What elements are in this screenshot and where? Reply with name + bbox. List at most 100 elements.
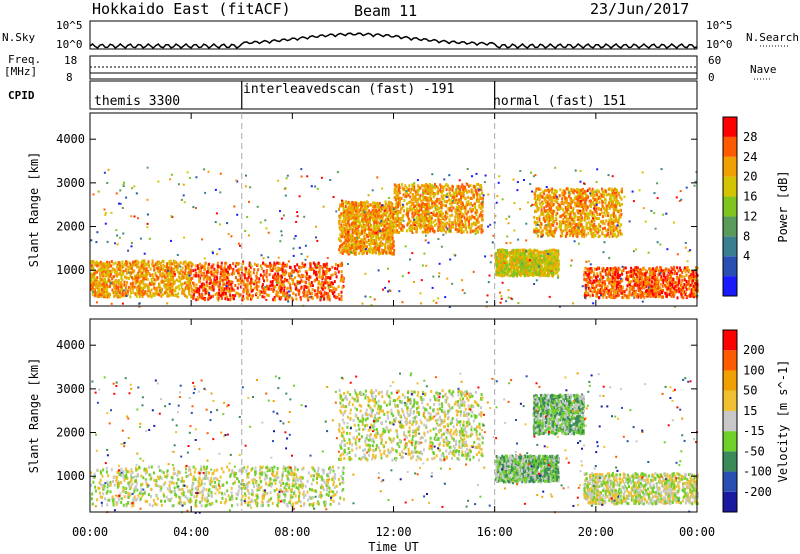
power-cell (119, 261, 121, 265)
power-cell (345, 232, 348, 236)
power-cell (324, 286, 327, 290)
power-cell (363, 249, 366, 253)
power-cell (101, 266, 104, 269)
power-cell (269, 284, 272, 288)
power-cell (110, 272, 113, 276)
power-cell (291, 269, 294, 273)
power-cell (225, 283, 228, 287)
power-cell (329, 289, 331, 293)
power-cell (330, 285, 333, 288)
power-cell (195, 274, 197, 278)
power-cell (535, 249, 538, 253)
power-cell (180, 277, 183, 280)
power-cell (270, 287, 273, 291)
power-cell (269, 280, 272, 284)
power-cell (505, 249, 508, 253)
power-cell (459, 229, 462, 233)
power-cell (468, 222, 471, 226)
power-cell (207, 276, 210, 280)
power-cell (272, 264, 275, 268)
power-cell (213, 267, 216, 271)
power-cell (192, 269, 195, 273)
power-cell (232, 294, 234, 298)
power-cell (178, 263, 181, 267)
power-cell (141, 290, 144, 294)
power-cell (386, 227, 388, 231)
power-cell (473, 216, 476, 219)
power-cell (257, 268, 260, 272)
power-cell (308, 282, 311, 286)
power-cell (318, 275, 321, 279)
power-cell (366, 222, 369, 225)
power-cell (175, 260, 177, 264)
power-cell (246, 278, 249, 282)
power-cell (446, 215, 449, 219)
power-cell (152, 282, 155, 286)
power-cell (311, 292, 314, 295)
power-cell (278, 262, 281, 266)
power-cell (359, 240, 362, 244)
power-cell (96, 262, 99, 266)
power-cell (227, 267, 230, 271)
power-cell (259, 273, 262, 277)
power-cell (357, 240, 360, 244)
power-cell (472, 207, 474, 211)
power-cell (530, 252, 532, 256)
power-cell (204, 262, 207, 266)
power-cell (335, 275, 338, 279)
power-cell (319, 298, 322, 302)
power-cell (356, 234, 359, 238)
power-cell (477, 182, 480, 186)
power-cell (110, 264, 113, 268)
power-cell (90, 261, 93, 265)
power-cell (154, 271, 157, 275)
power-cell (91, 292, 94, 296)
power-cell (93, 288, 96, 292)
power-cell (216, 277, 219, 281)
power-cell (94, 283, 97, 287)
power-cell (185, 281, 188, 285)
power-cell (187, 273, 190, 277)
power-cell (333, 280, 336, 284)
power-cell (450, 194, 452, 197)
power-cell (464, 218, 467, 222)
power-cell (368, 214, 371, 218)
power-cell (354, 239, 357, 243)
power-cell (249, 270, 252, 274)
power-cell (363, 235, 366, 239)
power-cell (177, 279, 180, 283)
power-cell (342, 207, 345, 210)
power-cell (351, 246, 354, 249)
power-cell (110, 269, 113, 273)
power-cell (545, 260, 548, 264)
power-cell (104, 264, 107, 268)
freq-unit-label: [MHz] (4, 65, 38, 78)
power-cell (568, 194, 570, 198)
power-cell (115, 286, 118, 290)
power-cell (98, 267, 101, 271)
power-cell (99, 279, 102, 283)
power-cell (440, 206, 443, 210)
power-cell (313, 289, 316, 293)
power-cell (384, 245, 387, 249)
power-cell (369, 250, 372, 254)
power-cell (222, 291, 225, 295)
power-cell (146, 277, 149, 281)
power-cell (371, 205, 374, 208)
power-cell (411, 183, 414, 187)
power-cell (556, 255, 559, 259)
power-cell (415, 216, 418, 220)
power-cell (389, 246, 391, 250)
power-cell (411, 187, 414, 191)
power-cell (386, 216, 389, 220)
power-cell (446, 199, 449, 203)
power-cell (104, 272, 107, 276)
power-cell (380, 233, 383, 237)
power-cell (255, 276, 258, 280)
power-cell (456, 212, 459, 216)
power-cell (127, 269, 130, 272)
cpid-segment-label-2: interleavedscan (fast) -191 (243, 82, 455, 97)
power-cell (390, 243, 393, 247)
power-cell (512, 274, 515, 278)
power-cell (448, 222, 451, 226)
